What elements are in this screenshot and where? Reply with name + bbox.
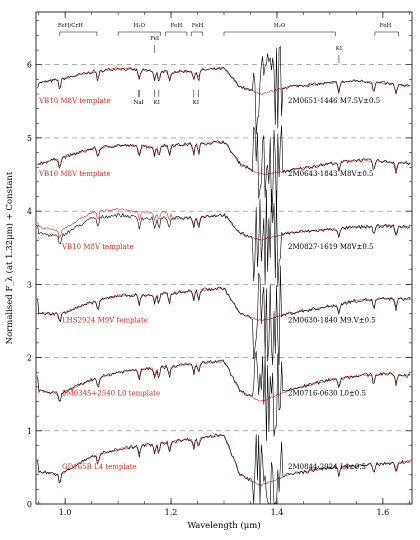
template-spectrum-line xyxy=(37,434,411,487)
spectra-lines xyxy=(37,45,411,505)
feature-label: FeH/CrH xyxy=(58,23,83,29)
feature-marker: FeH xyxy=(374,23,400,36)
x-tick-label: 1.4 xyxy=(271,508,284,517)
y-tick-label: 0 xyxy=(27,500,32,509)
y-tick-label: 3 xyxy=(27,280,32,289)
template-label: VB10 M8V template xyxy=(38,97,111,105)
object-label: 2M0827-1619 M8V±0.5 xyxy=(288,243,374,251)
template-spectrum-line xyxy=(37,207,411,241)
feature-label: FeI xyxy=(150,36,159,42)
feature-label: KI xyxy=(336,46,342,52)
x-axis-title: Wavelength (μm) xyxy=(187,520,260,531)
y-tick-label: 6 xyxy=(27,61,32,70)
feature-marker: KI xyxy=(193,90,199,106)
feature-marker: NaI xyxy=(134,90,144,106)
feature-marker: H₂O xyxy=(117,23,161,36)
object-label: 2M0643-1843 M8V±0.5 xyxy=(288,170,374,178)
x-tick-label: 1.6 xyxy=(377,508,390,517)
object-label: 2M0630-1840 M9.V±0.5 xyxy=(288,316,376,324)
feature-label: KI xyxy=(193,100,199,106)
feature-markers: FeH/CrH H₂O FeH FeH H₂O FeH FeI KI NaI KI KI xyxy=(58,23,400,106)
template-spectrum-line xyxy=(37,67,411,95)
observed-spectrum-line xyxy=(37,433,411,505)
axis-ticks: 1.0 1.2 1.4 1.6 0 1 2 3 4 5 6 xyxy=(27,12,412,517)
spectrum-labels: VB10 M8V template 2M0651-1446 M7.5V±0.5 VB… xyxy=(38,97,380,471)
feature-marker: KI xyxy=(154,90,160,106)
y-tick-label: 2 xyxy=(27,354,32,363)
observed-spectrum-line xyxy=(37,265,411,366)
y-tick-label: 4 xyxy=(27,207,32,216)
y-tick-label: 5 xyxy=(27,134,32,143)
feature-label: FeH xyxy=(171,23,183,29)
template-label: VB10 M8V template xyxy=(61,243,134,251)
x-tick-label: 1.2 xyxy=(165,508,178,517)
template-label: GD165B L4 template xyxy=(62,463,137,471)
observed-spectrum-line xyxy=(37,125,411,217)
observed-spectrum-line xyxy=(37,45,411,135)
object-label: 2M0844-2924 L4±0.5 xyxy=(288,463,366,471)
object-label: 2M0716-0630 L0±0.5 xyxy=(288,390,366,398)
feature-marker: FeH xyxy=(190,23,204,36)
feature-marker: KI xyxy=(336,46,342,63)
template-label: 2M0345+2540 L0 template xyxy=(62,390,160,398)
template-label: VB10 M8V template xyxy=(38,170,111,178)
template-label: LHS2924 M9V template xyxy=(62,316,148,324)
feature-label: FeH xyxy=(192,23,204,29)
x-tick-label: 1.0 xyxy=(59,508,72,517)
observed-spectrum-line xyxy=(37,351,411,442)
feature-label: NaI xyxy=(134,100,144,106)
feature-marker: FeH xyxy=(165,23,188,36)
feature-marker: H₂O xyxy=(223,23,336,36)
feature-label: H₂O xyxy=(274,23,286,29)
feature-marker: FeI xyxy=(150,36,159,53)
feature-label: FeH xyxy=(380,23,392,29)
plot-frame xyxy=(35,11,413,505)
y-axis-title: Normalised F_λ (at 1.32μm) + Constant xyxy=(4,171,15,344)
feature-label: H₂O xyxy=(134,23,146,29)
feature-marker: FeH/CrH xyxy=(58,23,98,36)
feature-label: KI xyxy=(154,100,160,106)
object-label: 2M0651-1446 M7.5V±0.5 xyxy=(288,97,380,105)
y-tick-label: 1 xyxy=(27,427,32,436)
observed-spectrum-line xyxy=(37,188,411,288)
